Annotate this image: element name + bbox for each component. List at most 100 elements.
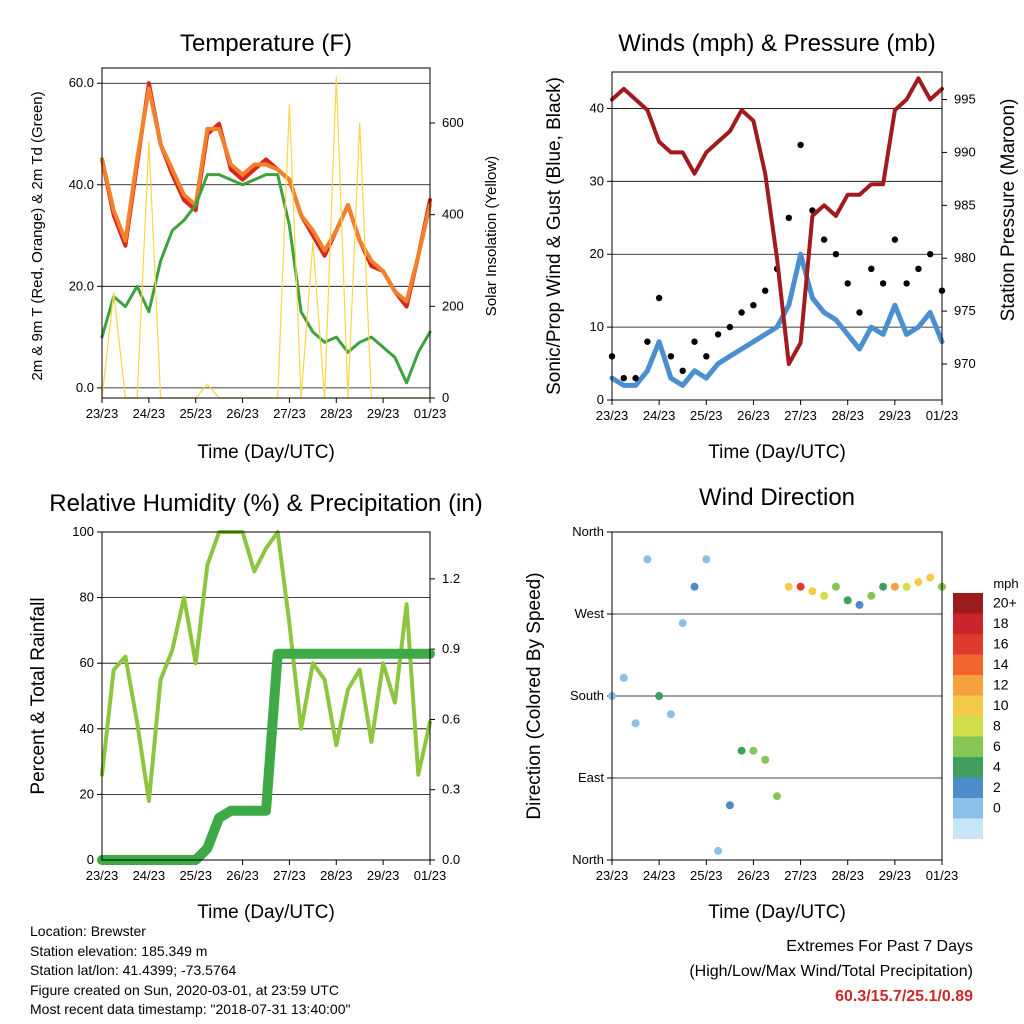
y-tick-label: 40.0 <box>69 177 94 192</box>
y-right-tick-label: 0.9 <box>442 641 460 656</box>
direction-point <box>784 582 793 591</box>
legend-swatch <box>953 593 983 614</box>
gust-point <box>903 280 910 287</box>
legend-label: 18 <box>993 615 1009 631</box>
legend-swatch <box>953 798 983 819</box>
x-tick-label: 26/23 <box>737 868 770 883</box>
legend-label: 20+ <box>993 594 1017 610</box>
y-right-tick-label: 600 <box>442 115 464 130</box>
winds-ylabel: Sonic/Prop Wind & Gust (Blue, Black) <box>544 77 565 395</box>
y-tick-label: 30 <box>590 173 604 188</box>
direction-tick-label: West <box>575 606 605 621</box>
gust-point <box>927 251 934 258</box>
temp-series-1 <box>100 86 432 304</box>
y-tick-label: 0 <box>87 852 94 867</box>
gust-point <box>868 265 875 272</box>
gust-point <box>844 280 851 287</box>
speed-legend: mph 20+ 18 16 14 12 10 8 6 4 2 0 <box>953 576 1019 839</box>
x-tick-label: 23/23 <box>596 868 629 883</box>
legend-label: 10 <box>993 697 1009 713</box>
y-right-tick-label: 995 <box>954 92 976 107</box>
temp-series-3 <box>101 76 431 399</box>
x-tick-label: 24/23 <box>133 868 166 883</box>
y-tick-label: 40 <box>80 721 94 736</box>
y-right-tick-label: 970 <box>954 356 976 371</box>
legend-swatch <box>953 695 983 716</box>
direction-tick-label: East <box>578 770 604 785</box>
x-tick-label: 01/23 <box>926 868 959 883</box>
direction-tick-label: South <box>570 688 604 703</box>
y-tick-label: 20 <box>80 786 94 801</box>
direction-point <box>619 673 628 682</box>
direction-point <box>631 719 640 728</box>
winds-xlabel: Time (Day/UTC) <box>708 442 846 463</box>
y-tick-label: 20.0 <box>69 278 94 293</box>
humidity-ylabel: Percent & Total Rainfall <box>28 597 49 794</box>
gust-point <box>691 338 698 345</box>
x-tick-label: 29/23 <box>879 868 912 883</box>
direction-point <box>643 555 652 564</box>
temp-frame <box>101 67 431 399</box>
humidity-title: Relative Humidity (%) & Precipitation (i… <box>49 490 482 517</box>
x-tick-label: 29/23 <box>879 408 912 423</box>
y-right-tick-label: 0.0 <box>442 852 460 867</box>
gust-point <box>856 309 863 316</box>
pressure-line <box>610 76 944 366</box>
y-tick-label: 20 <box>590 246 604 261</box>
gust-point <box>750 302 757 309</box>
legend-label: 6 <box>993 738 1001 754</box>
x-tick-label: 27/23 <box>784 868 817 883</box>
legend-label: 2 <box>993 779 1001 795</box>
direction-point <box>902 582 911 591</box>
temp-ylabel: 2m & 9m T (Red, Orange) & 2m Td (Green) <box>29 91 46 380</box>
legend-swatch <box>953 736 983 757</box>
direction-point <box>820 591 829 600</box>
winds-title: Winds (mph) & Pressure (mb) <box>618 30 935 57</box>
gust-point <box>915 265 922 272</box>
gust-point <box>620 374 627 382</box>
direction-point <box>666 710 675 719</box>
x-tick-label: 28/23 <box>831 868 864 883</box>
y-tick-label: 0.0 <box>76 380 94 395</box>
gust-point <box>832 251 840 258</box>
y-right-tick-label: 975 <box>954 303 976 318</box>
direction-title: Wind Direction <box>699 484 855 511</box>
humidity-xlabel: Time (Day/UTC) <box>197 902 335 923</box>
gust-point <box>797 141 804 149</box>
gust-point <box>632 374 639 382</box>
y-right-tick-label: 0.6 <box>442 711 460 726</box>
y-tick-label: 80 <box>80 590 94 605</box>
legend-swatch <box>953 716 983 737</box>
winds-ylabel-right: Station Pressure (Maroon) <box>998 99 1019 322</box>
x-tick-label: 27/23 <box>273 406 306 421</box>
y-right-tick-label: 985 <box>954 197 976 212</box>
extremes-heading: Extremes For Past 7 Days <box>786 938 973 955</box>
legend-swatch <box>953 634 983 655</box>
legend-label: 0 <box>993 799 1001 815</box>
info-location: Location: Brewster <box>30 923 146 939</box>
gust-point <box>726 323 734 331</box>
legend-swatch <box>953 613 983 634</box>
direction-tick-label: North <box>572 852 604 867</box>
y-right-tick-label: 400 <box>442 207 464 222</box>
direction-point <box>761 755 770 764</box>
x-tick-label: 24/23 <box>133 406 166 421</box>
extremes-box: Extremes For Past 7 Days (High/Low/Max W… <box>689 934 973 1009</box>
temp-series-2 <box>100 173 432 385</box>
gust-point <box>738 309 745 316</box>
info-latlon: Station lat/lon: 41.4399; -73.5764 <box>30 962 237 978</box>
winds-plot: 0 10 20 30 40 970 975 980 985 990 995 23/23 24/23 25/… <box>590 76 976 423</box>
y-right-tick-label: 0 <box>442 390 449 405</box>
info-elevation: Station elevation: 185.349 m <box>30 942 208 959</box>
legend-label: 12 <box>993 676 1009 692</box>
x-tick-label: 24/23 <box>643 868 676 883</box>
direction-point <box>655 692 664 700</box>
direction-point <box>725 801 734 810</box>
direction-point <box>773 792 781 801</box>
winds-panel: 0 10 20 30 40 970 975 980 985 990 995 23/23 24/23 25/… <box>544 30 1019 463</box>
direction-point <box>796 582 805 591</box>
humidity-frame <box>101 531 431 861</box>
x-tick-label: 24/23 <box>643 408 676 423</box>
temp-plot: 0.0 20.0 40.0 60.0 0 200 400 600 23/23 24/23 25/23… <box>69 75 464 421</box>
